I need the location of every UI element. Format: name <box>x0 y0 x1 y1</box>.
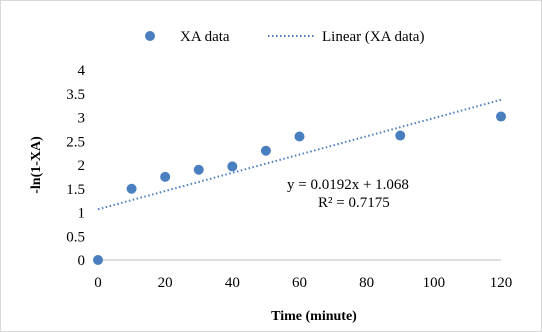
data-point <box>395 131 405 141</box>
y-tick-label: 4 <box>78 63 86 79</box>
legend-marker-xa-data <box>145 31 155 41</box>
x-tick-label: 120 <box>490 275 513 291</box>
y-tick-label: 1.5 <box>66 182 85 198</box>
y-tick-labels: 0 0.5 1 1.5 2 2.5 3 3.5 4 <box>66 63 85 269</box>
legend-label-xa-data: XA data <box>180 29 230 45</box>
trendline-r-squared: R² = 0.7175 <box>318 195 390 211</box>
y-tick-label: 0 <box>78 253 86 269</box>
data-point <box>496 112 506 122</box>
data-point <box>93 255 103 265</box>
legend-label-linear-trendline: Linear (XA data) <box>322 29 424 45</box>
data-point <box>261 146 271 156</box>
data-point <box>295 132 305 142</box>
x-tick-label: 100 <box>423 275 446 291</box>
trendline-equation: y = 0.0192x + 1.068 <box>287 177 409 193</box>
y-tick-label: 3 <box>78 111 86 127</box>
y-axis-title: -ln(1-XA) <box>29 136 44 194</box>
x-tick-labels: 0 20 40 60 80 100 120 <box>94 275 512 291</box>
y-tick-label: 0.5 <box>66 229 85 245</box>
y-tick-label: 3.5 <box>66 87 85 103</box>
x-axis-title: Time (minute) <box>271 309 357 324</box>
x-tick-label: 80 <box>359 275 374 291</box>
y-tick-label: 1 <box>78 206 86 222</box>
x-tick-label: 20 <box>158 275 173 291</box>
x-tick-label: 0 <box>94 275 102 291</box>
x-tick-label: 60 <box>292 275 307 291</box>
data-point <box>194 165 204 175</box>
data-point <box>127 184 137 194</box>
data-point <box>227 161 237 171</box>
y-tick-label: 2 <box>78 158 86 174</box>
x-tick-label: 40 <box>225 275 240 291</box>
y-tick-label: 2.5 <box>66 134 85 150</box>
legend: XA data Linear (XA data) <box>145 29 424 45</box>
data-point <box>160 172 170 182</box>
